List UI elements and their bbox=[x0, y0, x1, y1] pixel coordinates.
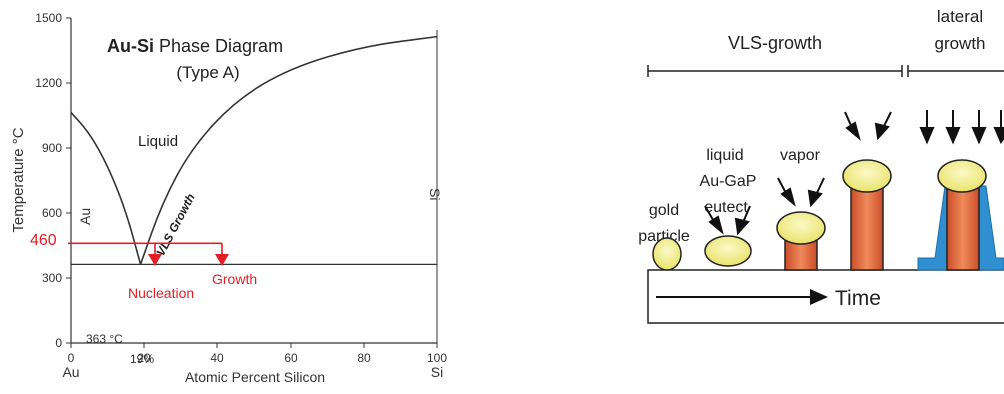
title-rest: Phase Diagram bbox=[154, 36, 283, 56]
x-tick-marks bbox=[70, 343, 438, 348]
nucleation-arrowhead bbox=[148, 254, 162, 266]
time-arrow-head bbox=[810, 289, 828, 305]
vapor-arrows-stage3 bbox=[777, 177, 825, 208]
label-mask bbox=[205, 284, 275, 296]
eutectic-temp-label: 363 °C bbox=[86, 332, 123, 346]
y-tick-label: 1200 bbox=[35, 76, 62, 90]
augap-label: Au-GaP bbox=[700, 173, 757, 190]
eutectic-droplet bbox=[704, 235, 752, 267]
vls-growth-label: VLS Growth bbox=[153, 191, 198, 258]
liquidus-au-curve bbox=[70, 111, 142, 265]
vapor-arrows-stage5 bbox=[919, 110, 1004, 145]
stage5-droplet bbox=[937, 159, 987, 193]
si-vertical-label: Si bbox=[427, 188, 443, 200]
x-tick-label: 0 bbox=[68, 351, 75, 365]
x-end-label-au: Au bbox=[62, 364, 79, 380]
x-axis-label: Atomic Percent Silicon bbox=[185, 369, 325, 385]
vls-growth-title: VLS-growth bbox=[728, 33, 822, 53]
nucleation-label: Nucleation bbox=[128, 285, 194, 301]
label-460: 460 bbox=[30, 232, 57, 249]
y-axis-label: Temperature °C bbox=[10, 127, 27, 232]
lateral-nanowire bbox=[946, 185, 980, 271]
lateral-growth-title-1: lateral bbox=[937, 7, 983, 26]
diagram-subtitle: (Type A) bbox=[176, 63, 239, 82]
growth-arrowhead bbox=[215, 254, 229, 266]
au-vertical-label: Au bbox=[77, 208, 93, 225]
phase-diagram: 1500 1200 900 600 300 0 0 20 40 60 80 10… bbox=[10, 11, 447, 385]
stage3-droplet bbox=[776, 211, 826, 245]
y-tick-label: 1500 bbox=[35, 11, 62, 25]
x-tick-label: 20 bbox=[137, 351, 151, 365]
liquid-label: liquid bbox=[706, 147, 743, 164]
diagram-title: Au-Si Phase Diagram bbox=[107, 36, 283, 56]
liquid-label: Liquid bbox=[138, 133, 178, 150]
tall-nanowire bbox=[850, 185, 884, 271]
time-label: Time bbox=[835, 287, 881, 310]
x-tick-label: 80 bbox=[357, 351, 371, 365]
y-tick-label: 600 bbox=[42, 206, 62, 220]
y-tick-marks bbox=[66, 17, 71, 344]
liquidus-si-curve bbox=[139, 35, 438, 265]
vls-schematic: VLS-growth lateral growth Time gold part… bbox=[638, 7, 1004, 324]
lateral-growth-title-2: growth bbox=[934, 34, 985, 53]
vapor-arrows-stage2 bbox=[704, 205, 751, 236]
y-tick-label: 300 bbox=[42, 271, 62, 285]
title-bold: Au-Si bbox=[107, 36, 154, 56]
eutect-label: eutect bbox=[704, 199, 748, 216]
y-tick-label: 0 bbox=[55, 336, 62, 350]
gold-particle bbox=[652, 237, 682, 271]
particle-label: particle bbox=[638, 228, 690, 245]
x-tick-label: 100 bbox=[427, 351, 447, 365]
vapor-arrows-stage4 bbox=[844, 111, 892, 141]
gold-label: gold bbox=[649, 202, 679, 219]
x-end-label-si: Si bbox=[431, 364, 443, 380]
vapor-label: vapor bbox=[780, 147, 821, 164]
growth-label: Growth bbox=[212, 271, 257, 287]
stage4-droplet bbox=[842, 159, 892, 193]
x-tick-label: 60 bbox=[284, 351, 298, 365]
x-tick-label: 40 bbox=[210, 351, 224, 365]
y-tick-label: 900 bbox=[42, 141, 62, 155]
eutectic-comp-label: 19% bbox=[130, 352, 154, 366]
